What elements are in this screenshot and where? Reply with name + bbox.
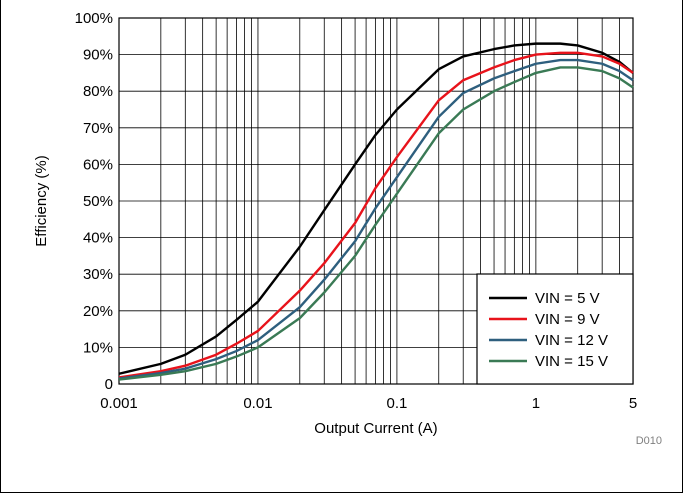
y-tick-label: 60% (83, 156, 113, 173)
y-tick-label: 30% (83, 266, 113, 283)
series-line-3 (118, 58, 634, 380)
legend-box (476, 273, 634, 385)
y-tick-label: 70% (83, 120, 113, 137)
series-line-4 (118, 66, 634, 381)
figure-id-annotation: D010 (636, 435, 662, 447)
legend-label: VIN = 15 V (535, 353, 608, 370)
legend-label: VIN = 9 V (535, 311, 600, 328)
x-tick-label: 0.001 (100, 395, 138, 412)
x-tick-label: 5 (629, 395, 637, 412)
y-tick-label: 40% (83, 230, 113, 247)
legend: VIN = 5 V VIN = 9 V VIN = 12 V VIN = 15 V (476, 273, 634, 385)
series-line-1 (118, 42, 634, 375)
x-tick-label: 0.01 (243, 395, 272, 412)
y-tick-label: 90% (83, 47, 113, 64)
plot-frame (118, 17, 634, 385)
series-layer (118, 42, 634, 381)
x-tick-label: 1 (532, 395, 540, 412)
y-tick-label: 50% (83, 193, 113, 210)
y-tick-label: 100% (75, 10, 113, 27)
series-line-2 (118, 51, 634, 379)
y-axis-label: Efficiency (%) (33, 155, 50, 246)
legend-label: VIN = 12 V (535, 332, 608, 349)
y-tick-labels: 0 10% 20% 30% 40% 50% 60% 70% 80% 90% 100% (75, 10, 113, 393)
y-tick-label: 80% (83, 83, 113, 100)
x-tick-labels: 0.001 0.01 0.1 1 5 (100, 395, 637, 412)
y-tick-label: 20% (83, 303, 113, 320)
legend-label: VIN = 5 V (535, 290, 600, 307)
x-tick-label: 0.1 (386, 395, 407, 412)
x-axis-label: Output Current (A) (314, 420, 437, 437)
y-tick-label: 0 (105, 376, 113, 393)
y-tick-label: 10% (83, 339, 113, 356)
